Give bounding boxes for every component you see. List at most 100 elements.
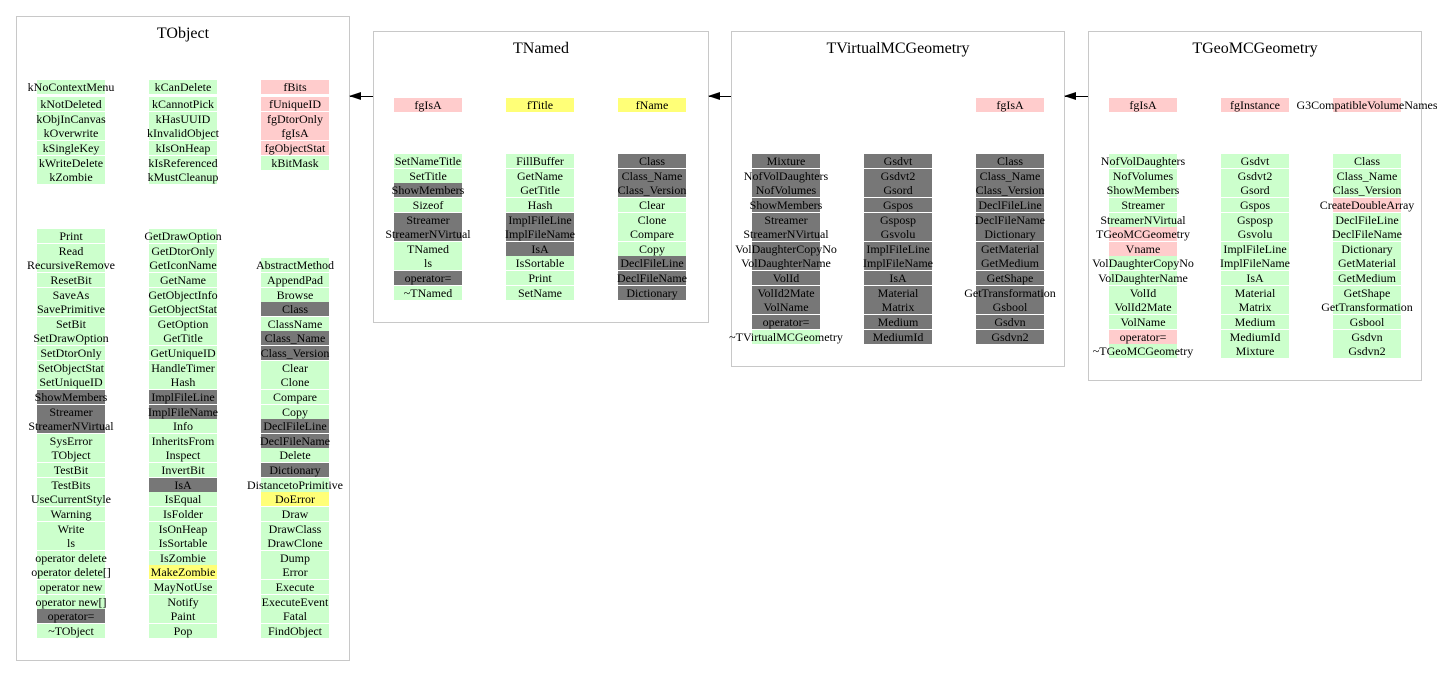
method-cell[interactable]: NofVolDaughters (1101, 154, 1185, 168)
member-cell[interactable]: kObjInCanvas (36, 111, 106, 126)
member-cell[interactable]: kIsOnHeap (149, 140, 217, 155)
method-cell[interactable]: IsA (506, 241, 574, 256)
method-cell[interactable]: Class (261, 302, 329, 317)
method-cell[interactable]: Class_Name (976, 168, 1044, 183)
method-cell[interactable]: Streamer (37, 404, 105, 419)
member-cell[interactable]: fgIsA (261, 126, 329, 141)
method-cell[interactable]: DeclFileName (617, 271, 687, 286)
method-cell[interactable]: Error (261, 565, 329, 580)
method-cell[interactable]: GetShape (976, 271, 1044, 286)
method-cell[interactable]: VolDaughterName (741, 256, 831, 271)
method-cell[interactable]: ImplFileLine (1221, 241, 1289, 256)
method-cell[interactable]: Class_Version (261, 346, 329, 361)
method-cell[interactable]: Gsord (1221, 183, 1289, 198)
method-cell[interactable]: Copy (618, 241, 686, 256)
method-cell[interactable]: Dictionary (618, 285, 686, 300)
method-cell[interactable]: ~TGeoMCGeometry (1093, 344, 1193, 359)
method-cell[interactable]: MakeZombie (149, 565, 217, 580)
method-cell[interactable]: Class_Version (976, 183, 1044, 198)
method-cell[interactable]: ~TObject (37, 624, 105, 638)
method-cell[interactable]: Print (506, 271, 574, 286)
method-cell[interactable]: Clear (618, 197, 686, 212)
method-cell[interactable]: GetTitle (506, 183, 574, 198)
method-cell[interactable]: Streamer (394, 212, 462, 227)
method-cell[interactable]: VolId2Mate (752, 285, 820, 300)
method-cell[interactable]: SetBit (37, 316, 105, 331)
method-cell[interactable]: Class_Name (261, 331, 329, 346)
method-cell[interactable]: Dictionary (261, 463, 329, 478)
method-cell[interactable]: MayNotUse (149, 580, 217, 595)
method-cell[interactable]: Clear (261, 360, 329, 375)
method-cell[interactable]: GetIconName (149, 258, 217, 273)
method-cell[interactable]: Hash (506, 197, 574, 212)
method-cell[interactable]: Gspos (1221, 197, 1289, 212)
member-cell[interactable]: G3CompatibleVolumeNames (1296, 98, 1437, 112)
class-title[interactable]: TObject (156, 25, 210, 42)
member-cell[interactable]: kNotDeleted (37, 97, 105, 111)
method-cell[interactable]: NofVolumes (1109, 168, 1177, 183)
method-cell[interactable]: Gsdvn2 (976, 329, 1044, 344)
method-cell[interactable]: FindObject (261, 624, 329, 638)
method-cell[interactable]: TGeoMCGeometry (1096, 227, 1190, 242)
method-cell[interactable]: VolId (752, 271, 820, 286)
method-cell[interactable]: Streamer (1109, 197, 1177, 212)
method-cell[interactable]: Info (149, 419, 217, 434)
method-cell[interactable]: Compare (261, 389, 329, 404)
method-cell[interactable]: AbstractMethod (256, 258, 334, 273)
method-cell[interactable]: DeclFileLine (618, 256, 686, 271)
method-cell[interactable]: Hash (149, 375, 217, 390)
method-cell[interactable]: operator= (394, 271, 462, 286)
member-cell[interactable]: fTitle (506, 98, 574, 112)
member-cell[interactable]: kZombie (37, 170, 105, 185)
method-cell[interactable]: DeclFileLine (1333, 212, 1401, 227)
method-cell[interactable]: Draw (261, 506, 329, 521)
method-cell[interactable]: Gsdvt (864, 154, 932, 168)
method-cell[interactable]: DrawClass (261, 521, 329, 536)
method-cell[interactable]: DeclFileName (1332, 227, 1402, 242)
method-cell[interactable]: VolDaughterCopyNo (735, 241, 837, 256)
member-cell[interactable]: fgObjectStat (261, 140, 329, 155)
method-cell[interactable]: Execute (261, 580, 329, 595)
method-cell[interactable]: operator delete (35, 550, 107, 565)
method-cell[interactable]: VolDaughterName (1098, 271, 1188, 286)
method-cell[interactable]: Gsvolu (864, 227, 932, 242)
method-cell[interactable]: StreamerNVirtual (28, 419, 114, 434)
method-cell[interactable]: DoError (261, 492, 329, 507)
method-cell[interactable]: operator new[] (36, 594, 106, 609)
method-cell[interactable]: Medium (864, 314, 932, 329)
method-cell[interactable]: MediumId (864, 329, 932, 344)
method-cell[interactable]: Class (1333, 154, 1401, 168)
method-cell[interactable]: operator= (37, 609, 105, 624)
member-cell[interactable]: fName (618, 98, 686, 112)
method-cell[interactable]: VolId2Mate (1109, 300, 1177, 315)
method-cell[interactable]: HandleTimer (149, 360, 217, 375)
method-cell[interactable]: ShowMembers (35, 389, 107, 404)
method-cell[interactable]: SetDrawOption (33, 331, 109, 346)
method-cell[interactable]: IsSortable (149, 536, 217, 551)
member-cell[interactable]: kIsReferenced (148, 155, 218, 170)
method-cell[interactable]: operator new (37, 580, 105, 595)
method-cell[interactable]: Gsdvn (976, 314, 1044, 329)
member-cell[interactable]: fgIsA (394, 98, 462, 112)
method-cell[interactable]: AppendPad (261, 272, 329, 287)
method-cell[interactable]: Material (1221, 285, 1289, 300)
method-cell[interactable]: Read (37, 243, 105, 258)
class-title[interactable]: TNamed (513, 40, 569, 57)
method-cell[interactable]: CreateDoubleArray (1320, 197, 1414, 212)
member-cell[interactable]: fgIsA (1109, 98, 1177, 112)
method-cell[interactable]: Gsdvt (1221, 154, 1289, 168)
member-cell[interactable]: kCanDelete (149, 80, 217, 94)
method-cell[interactable]: StreamerNVirtual (385, 227, 471, 242)
method-cell[interactable]: InheritsFrom (149, 433, 217, 448)
method-cell[interactable]: Gsord (864, 183, 932, 198)
method-cell[interactable]: Class_Name (1333, 168, 1401, 183)
method-cell[interactable]: GetName (506, 168, 574, 183)
method-cell[interactable]: Class (618, 154, 686, 168)
method-cell[interactable]: IsEqual (149, 492, 217, 507)
method-cell[interactable]: ResetBit (37, 272, 105, 287)
method-cell[interactable]: ls (37, 536, 105, 551)
member-cell[interactable]: fBits (261, 80, 329, 94)
method-cell[interactable]: SetDtorOnly (37, 346, 105, 361)
method-cell[interactable]: Notify (149, 594, 217, 609)
member-cell[interactable]: kCannotPick (149, 97, 217, 111)
